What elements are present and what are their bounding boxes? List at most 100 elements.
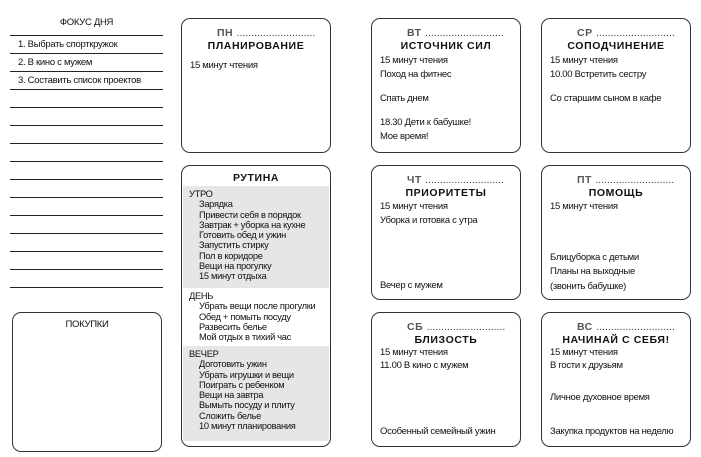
routine-item: Вещи на завтра	[199, 390, 264, 401]
date-blank: ...........................	[426, 321, 506, 333]
day-label: ПТ ...........................	[577, 174, 674, 186]
focus-line	[10, 35, 163, 36]
day-item: Личное духовное время	[550, 392, 650, 403]
day-item: (звонить бабушке)	[550, 281, 626, 292]
day-item: Поход на фитнес	[380, 69, 452, 80]
day-label: ВТ ...........................	[407, 27, 504, 39]
routine-item: Готовить обед и ужин	[199, 230, 286, 241]
focus-line	[10, 125, 163, 126]
routine-section: ДЕНЬ Убрать вещи после прогулки Обед + пом…	[183, 288, 329, 346]
day-theme: ПРИОРИТЕТЫ	[405, 187, 487, 199]
routine-item: Убрать игрушки и вещи	[199, 369, 294, 380]
day-card-thu: ЧТ ........................... ПРИОРИТЕТ…	[371, 165, 521, 300]
routine-item: 15 минут отдыха	[199, 271, 267, 282]
date-blank: ...........................	[425, 174, 504, 186]
day-item: 15 минут чтения	[550, 347, 618, 358]
day-item: Особенный семейный ужин	[380, 426, 496, 437]
focus-line	[10, 251, 163, 252]
routine-section: ВЕЧЕР Доготовить ужин Убрать игрушки и вещ…	[183, 346, 329, 441]
day-theme: НАЧИНАЙ С СЕБЯ!	[562, 334, 670, 346]
routine-section-label: УТРО	[189, 189, 213, 199]
day-abbr: ПТ	[577, 174, 592, 186]
shopping-box: ПОКУПКИ	[12, 312, 162, 452]
routine-section-label: ВЕЧЕР	[189, 349, 219, 359]
focus-line	[10, 71, 163, 72]
day-item: Со старшим сыном в кафе	[550, 93, 662, 104]
day-label: ЧТ ...........................	[407, 174, 504, 186]
day-card-fri: ПТ ........................... ПОМОЩЬ 15 …	[541, 165, 691, 300]
routine-item: Привести себя в порядок	[199, 209, 301, 220]
day-item: 15 минут чтения	[380, 55, 448, 66]
day-theme: ПОМОЩЬ	[588, 187, 644, 199]
routine-section-label: ДЕНЬ	[189, 291, 214, 301]
focus-line	[10, 143, 163, 144]
routine-item: Мой отдых в тихий час	[199, 332, 292, 343]
date-blank: ...........................	[596, 27, 675, 39]
routine-item: Доготовить ужин	[199, 359, 267, 370]
focus-line	[10, 161, 163, 162]
day-item: Уборка и готовка с утра	[380, 215, 478, 226]
routine-card: РУТИНА УТРО Зарядка Привести себя в порядо…	[181, 165, 331, 447]
focus-line	[10, 89, 163, 90]
day-card-tue: ВТ ........................... ИСТОЧНИК …	[371, 18, 521, 153]
focus-line	[10, 107, 163, 108]
routine-item: Поиграть с ребенком	[199, 379, 285, 390]
focus-line	[10, 197, 163, 198]
focus-line	[10, 287, 163, 288]
focus-item: 3. Составить список проектов	[18, 75, 141, 86]
focus-line	[10, 179, 163, 180]
routine-title: РУТИНА	[232, 172, 280, 184]
day-label: ВС ...........................	[577, 321, 675, 333]
routine-item: Завтрак + уборка на кухне	[199, 219, 306, 230]
day-abbr: ПН	[217, 27, 234, 39]
day-item: 11.00 В кино с мужем	[380, 360, 469, 371]
focus-title: ФОКУС ДНЯ	[59, 17, 114, 28]
day-item: 15 минут чтения	[550, 201, 618, 212]
day-theme: БЛИЗОСТЬ	[414, 334, 478, 346]
day-label: СБ ...........................	[407, 321, 505, 333]
day-card-wed: СР ........................... СОПОДЧИНЕ…	[541, 18, 691, 153]
day-abbr: ВТ	[407, 27, 422, 39]
day-theme: ИСТОЧНИК СИЛ	[400, 40, 492, 52]
routine-item: Обед + помыть посуду	[199, 311, 291, 322]
day-card-mon: ПН ........................... ПЛАНИРОВА…	[181, 18, 331, 153]
day-item: 18.30 Дети к бабушке!	[380, 117, 471, 128]
day-item: Вечер с мужем	[380, 280, 443, 291]
day-item: Закупка продуктов на неделю	[550, 426, 674, 437]
day-label: СР ...........................	[577, 27, 675, 39]
day-abbr: ЧТ	[407, 174, 422, 186]
date-blank: ...........................	[425, 27, 504, 39]
day-abbr: СБ	[407, 321, 424, 333]
routine-item: Вымыть посуду и плиту	[199, 400, 295, 411]
day-card-sun: ВС ........................... НАЧИНАЙ С…	[541, 312, 691, 447]
focus-line	[10, 215, 163, 216]
focus-item: 1. Выбрать спорткружок	[18, 39, 118, 50]
focus-line	[10, 233, 163, 234]
day-card-sat: СБ ........................... БЛИЗОСТЬ 1…	[371, 312, 521, 447]
date-blank: ...........................	[236, 27, 316, 39]
day-label: ПН ...........................	[217, 27, 315, 39]
routine-section: УТРО Зарядка Привести себя в порядок Завтра…	[183, 186, 329, 288]
date-blank: ...........................	[595, 174, 675, 186]
routine-item: Развесить белье	[199, 321, 267, 332]
focus-line	[10, 53, 163, 54]
routine-item: Запустить стирку	[199, 240, 269, 251]
routine-item: 10 минут планирования	[199, 421, 296, 432]
routine-item: Зарядка	[199, 199, 233, 210]
routine-item: Вещи на прогулку	[199, 261, 272, 272]
focus-line	[10, 269, 163, 270]
date-blank: ...........................	[596, 321, 675, 333]
day-item: Спать днем	[380, 93, 429, 104]
routine-item: Пол в коридоре	[199, 250, 263, 261]
routine-item: Убрать вещи после прогулки	[199, 301, 316, 312]
day-item: В гости к друзьям	[550, 360, 623, 371]
day-abbr: ВС	[577, 321, 593, 333]
day-item: 10.00 Встретить сестру	[550, 69, 647, 80]
routine-item: Сложить белье	[199, 410, 262, 421]
focus-item: 2. В кино с мужем	[18, 57, 93, 68]
day-item: 15 минут чтения	[550, 55, 618, 66]
day-item: Мое время!	[380, 131, 429, 142]
day-item: 15 минут чтения	[380, 201, 448, 212]
day-theme: СОПОДЧИНЕНИЕ	[567, 40, 665, 52]
day-theme: ПЛАНИРОВАНИЕ	[207, 40, 305, 52]
